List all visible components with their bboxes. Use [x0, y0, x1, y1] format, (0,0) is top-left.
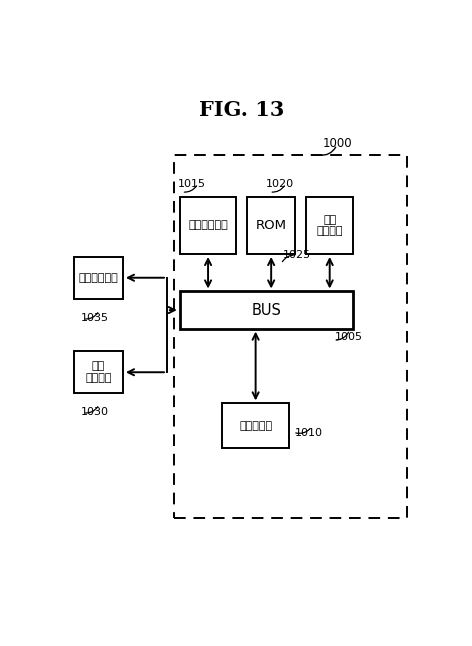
- Text: 1035: 1035: [81, 313, 109, 323]
- Text: プロセッサ: プロセッサ: [239, 421, 272, 431]
- Bar: [306, 197, 354, 254]
- Bar: [180, 291, 354, 329]
- FancyArrowPatch shape: [336, 332, 349, 340]
- FancyArrowPatch shape: [296, 429, 310, 433]
- Bar: [74, 256, 123, 299]
- Text: 1025: 1025: [283, 250, 311, 260]
- Text: 入力
デバイス: 入力 デバイス: [85, 362, 111, 383]
- Text: 1010: 1010: [295, 428, 323, 438]
- FancyArrowPatch shape: [320, 147, 336, 155]
- FancyArrowPatch shape: [282, 255, 295, 262]
- Text: ROM: ROM: [256, 219, 287, 232]
- Text: 1000: 1000: [322, 137, 352, 150]
- FancyArrowPatch shape: [184, 186, 196, 192]
- Text: 1020: 1020: [266, 180, 294, 189]
- Text: メインメモリ: メインメモリ: [188, 220, 228, 231]
- Text: BUS: BUS: [252, 302, 281, 318]
- Text: 1015: 1015: [178, 180, 206, 189]
- Text: 1005: 1005: [335, 332, 363, 342]
- FancyArrowPatch shape: [85, 407, 98, 413]
- Bar: [174, 154, 406, 517]
- Text: ディスプレイ: ディスプレイ: [78, 273, 118, 283]
- Text: 1030: 1030: [81, 407, 109, 417]
- FancyArrowPatch shape: [272, 186, 284, 192]
- Bar: [180, 197, 236, 254]
- Bar: [222, 403, 289, 448]
- Text: FIG. 13: FIG. 13: [199, 100, 285, 120]
- Text: 記憶
デバイス: 記憶 デバイス: [316, 214, 343, 236]
- Bar: [74, 351, 123, 393]
- FancyArrowPatch shape: [85, 313, 98, 319]
- Bar: [247, 197, 295, 254]
